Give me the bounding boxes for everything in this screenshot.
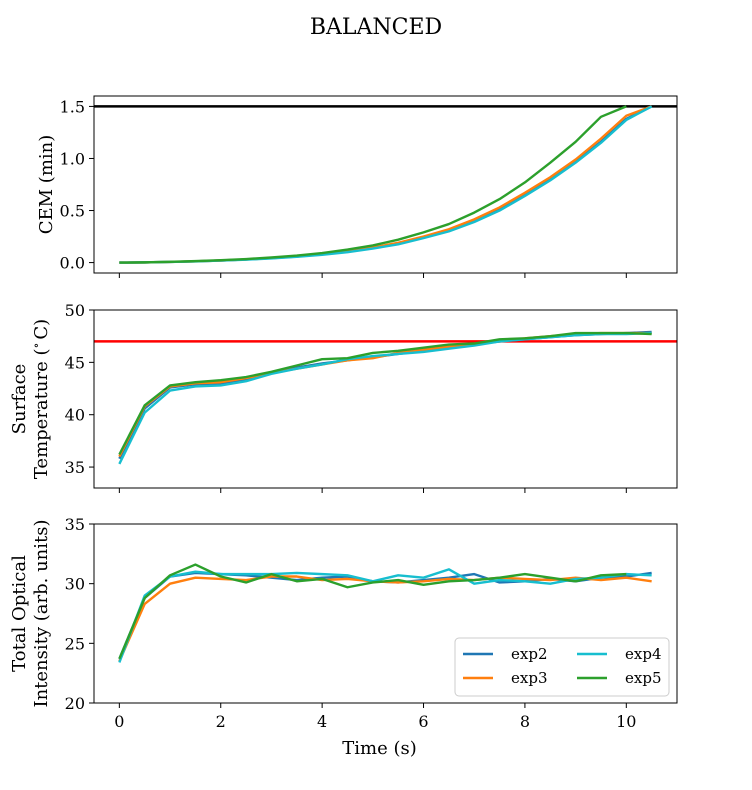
legend-label-exp2: exp2 <box>511 645 547 663</box>
series-line-exp2 <box>119 105 653 264</box>
y-tick-label: 35 <box>65 458 85 477</box>
y-tick-label: 20 <box>65 694 85 713</box>
x-tick-label: 4 <box>317 712 327 731</box>
y-tick-label: 25 <box>65 634 85 653</box>
y-tick-label: 1.5 <box>60 97 85 116</box>
y-tick-label: 0.5 <box>60 202 85 221</box>
x-tick-label: 6 <box>418 712 428 731</box>
x-tick-label: 2 <box>216 712 226 731</box>
x-tick-label: 0 <box>114 712 124 731</box>
series-line-exp5 <box>119 105 627 264</box>
legend-label-exp3: exp3 <box>511 669 547 687</box>
x-tick-label: 10 <box>616 712 636 731</box>
y-tick-label: 0.0 <box>60 254 85 273</box>
figure-title: BALANCED <box>310 15 442 40</box>
series-line-exp5 <box>118 331 652 456</box>
series-line-exp5 <box>118 563 627 660</box>
panel-3: 20 25 30 35 0 2 4 6 8 10 Total OpticalIntensity (a… <box>9 515 678 759</box>
series-line-exp4 <box>119 105 653 264</box>
series-line-exp4 <box>118 568 652 663</box>
y-tick-label: 50 <box>65 301 85 320</box>
y-tick-label: 45 <box>65 353 85 372</box>
y-tick-label: 40 <box>65 406 85 425</box>
y-axis-label: Total OpticalIntensity (arb. units) <box>9 519 52 707</box>
series-line-exp3 <box>119 105 653 264</box>
y-tick-label: 35 <box>65 515 85 534</box>
panel-2: 35 40 45 50 SurfaceTemperature (∘C) <box>9 301 678 493</box>
y-axis-label: SurfaceTemperature (∘C) <box>9 319 52 479</box>
axes-frame <box>93 523 678 704</box>
y-axis-label: CEM (min) <box>36 135 57 235</box>
legend-label-exp5: exp5 <box>625 669 661 687</box>
legend-label-exp4: exp4 <box>625 645 661 663</box>
series-line-exp4 <box>118 331 652 465</box>
legend-box <box>454 637 670 697</box>
x-tick-label: 8 <box>520 712 530 731</box>
legend: exp2 exp3 exp4 exp5 <box>454 637 670 697</box>
x-axis-label: Time (s) <box>342 738 417 759</box>
y-tick-label: 1.0 <box>60 149 85 168</box>
axes-frame <box>93 309 678 489</box>
y-tick-label: 30 <box>65 575 85 594</box>
axes-frame <box>93 95 678 274</box>
